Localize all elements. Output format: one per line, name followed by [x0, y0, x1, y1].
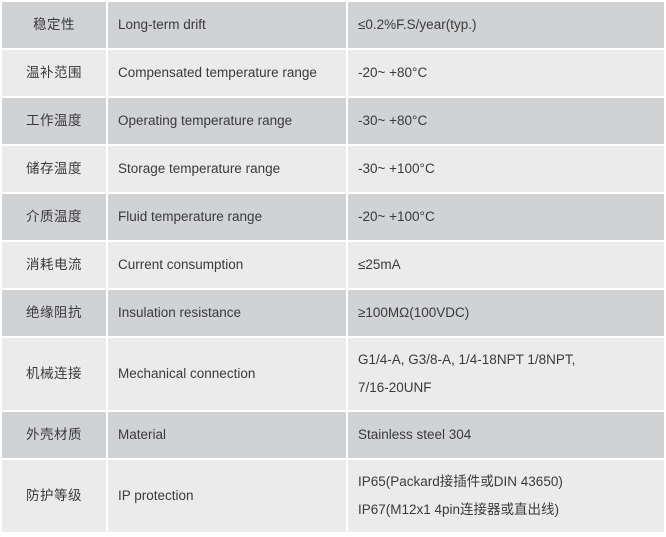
spec-value-cell: -30~ +100°C [348, 146, 664, 192]
spec-value-lines: -20~ +100°C [358, 207, 435, 228]
spec-value-cell: ≤0.2%F.S/year(typ.) [348, 2, 664, 48]
table-row: 介质温度 Fluid temperature range -20~ +100°C [2, 194, 664, 240]
spec-value: IP65(Packard接插件或DIN 43650) IP67(M12x1 4pi… [348, 460, 664, 532]
spec-value: -20~ +100°C [348, 194, 664, 240]
spec-value-cell: ≥100MΩ(100VDC) [348, 290, 664, 336]
spec-label-en: Fluid temperature range [108, 194, 346, 240]
spec-value-lines: ≤25mA [358, 255, 401, 276]
spec-label-cn-cell: 绝缘阻抗 [2, 290, 106, 336]
spec-label-cn: 稳定性 [2, 2, 106, 48]
table-row: 消耗电流 Current consumption ≤25mA [2, 242, 664, 288]
spec-label-cn: 绝缘阻抗 [2, 290, 106, 336]
spec-label-cn: 工作温度 [2, 98, 106, 144]
spec-value-line: IP67(M12x1 4pin连接器或直出线) [358, 501, 560, 517]
spec-label-cn: 储存温度 [2, 146, 106, 192]
spec-value-line: -30~ +80°C [358, 112, 428, 128]
spec-value: -30~ +100°C [348, 146, 664, 192]
table-row: 绝缘阻抗 Insulation resistance ≥100MΩ(100VDC) [2, 290, 664, 336]
spec-value-lines: -30~ +100°C [358, 159, 435, 180]
spec-value-line: -20~ +100°C [358, 208, 435, 224]
spec-value-cell: -20~ +80°C [348, 50, 664, 96]
spec-label-cn-cell: 稳定性 [2, 2, 106, 48]
spec-value-cell: -30~ +80°C [348, 98, 664, 144]
spec-label-en: Operating temperature range [108, 98, 346, 144]
table-row: 储存温度 Storage temperature range -30~ +100°C [2, 146, 664, 192]
spec-label-en-cell: Compensated temperature range [108, 50, 346, 96]
spec-value-line: 7/16-20UNF [358, 379, 432, 395]
spec-label-en-cell: Mechanical connection [108, 338, 346, 410]
spec-value: -30~ +80°C [348, 98, 664, 144]
spec-label-cn-cell: 工作温度 [2, 98, 106, 144]
spec-value-line: IP65(Packard接插件或DIN 43650) [358, 473, 563, 489]
table-row: 防护等级 IP protection IP65(Packard接插件或DIN 436… [2, 460, 664, 532]
table-row: 外壳材质 Material Stainless steel 304 [2, 412, 664, 458]
spec-label-en: IP protection [108, 460, 346, 532]
spec-label-cn-cell: 温补范围 [2, 50, 106, 96]
spec-label-en-cell: Current consumption [108, 242, 346, 288]
spec-label-cn-cell: 机械连接 [2, 338, 106, 410]
spec-label-en: Mechanical connection [108, 338, 346, 410]
spec-label-cn: 温补范围 [2, 50, 106, 96]
spec-value: ≤0.2%F.S/year(typ.) [348, 2, 664, 48]
spec-label-cn-cell: 外壳材质 [2, 412, 106, 458]
table-row: 温补范围 Compensated temperature range -20~ +8… [2, 50, 664, 96]
spec-label-en: Current consumption [108, 242, 346, 288]
spec-label-cn-cell: 介质温度 [2, 194, 106, 240]
spec-value-lines: -20~ +80°C [358, 63, 427, 84]
spec-value-lines: ≥100MΩ(100VDC) [358, 303, 469, 324]
spec-label-en-cell: Material [108, 412, 346, 458]
spec-label-en-cell: Fluid temperature range [108, 194, 346, 240]
spec-label-en-cell: IP protection [108, 460, 346, 532]
spec-label-cn: 介质温度 [2, 194, 106, 240]
spec-value-cell: G1/4-A, G3/8-A, 1/4-18NPT 1/8NPT, 7/16-20… [348, 338, 664, 410]
spec-value: ≥100MΩ(100VDC) [348, 290, 664, 336]
spec-label-cn: 机械连接 [2, 338, 106, 410]
spec-label-en-cell: Insulation resistance [108, 290, 346, 336]
spec-label-en: Long-term drift [108, 2, 346, 48]
spec-value-lines: ≤0.2%F.S/year(typ.) [358, 15, 476, 36]
spec-value-lines: Stainless steel 304 [358, 425, 471, 446]
spec-value: Stainless steel 304 [348, 412, 664, 458]
spec-value-cell: ≤25mA [348, 242, 664, 288]
spec-value-line: ≤25mA [358, 256, 401, 272]
spec-label-cn: 消耗电流 [2, 242, 106, 288]
spec-label-cn-cell: 消耗电流 [2, 242, 106, 288]
spec-label-cn: 外壳材质 [2, 412, 106, 458]
spec-value-cell: IP65(Packard接插件或DIN 43650) IP67(M12x1 4pi… [348, 460, 664, 532]
spec-value-line: Stainless steel 304 [358, 426, 472, 442]
spec-label-en: Storage temperature range [108, 146, 346, 192]
spec-label-cn: 防护等级 [2, 460, 106, 532]
spec-label-en-cell: Long-term drift [108, 2, 346, 48]
table-row: 机械连接 Mechanical connection G1/4-A, G3/8-A,… [2, 338, 664, 410]
spec-label-en-cell: Operating temperature range [108, 98, 346, 144]
table-row: 工作温度 Operating temperature range -30~ +80°… [2, 98, 664, 144]
spec-value: ≤25mA [348, 242, 664, 288]
spec-value-line: ≤0.2%F.S/year(typ.) [358, 16, 477, 32]
spec-value: -20~ +80°C [348, 50, 664, 96]
spec-value-line: ≥100MΩ(100VDC) [358, 304, 470, 320]
spec-label-cn-cell: 储存温度 [2, 146, 106, 192]
spec-label-en: Insulation resistance [108, 290, 346, 336]
spec-label-en: Material [108, 412, 346, 458]
table-row: 稳定性 Long-term drift ≤0.2%F.S/year(typ.) [2, 2, 664, 48]
spec-value-line: G1/4-A, G3/8-A, 1/4-18NPT 1/8NPT, [358, 351, 576, 367]
spec-value-lines: IP65(Packard接插件或DIN 43650) IP67(M12x1 4pi… [358, 472, 563, 521]
spec-label-en-cell: Storage temperature range [108, 146, 346, 192]
spec-value-line: -30~ +100°C [358, 160, 435, 176]
spec-value-lines: G1/4-A, G3/8-A, 1/4-18NPT 1/8NPT, 7/16-20… [358, 350, 575, 399]
spec-value-lines: -30~ +80°C [358, 111, 427, 132]
spec-value-cell: -20~ +100°C [348, 194, 664, 240]
spec-label-en: Compensated temperature range [108, 50, 346, 96]
spec-label-cn-cell: 防护等级 [2, 460, 106, 532]
spec-value-cell: Stainless steel 304 [348, 412, 664, 458]
spec-value-line: -20~ +80°C [358, 64, 428, 80]
spec-value: G1/4-A, G3/8-A, 1/4-18NPT 1/8NPT, 7/16-20… [348, 338, 664, 410]
